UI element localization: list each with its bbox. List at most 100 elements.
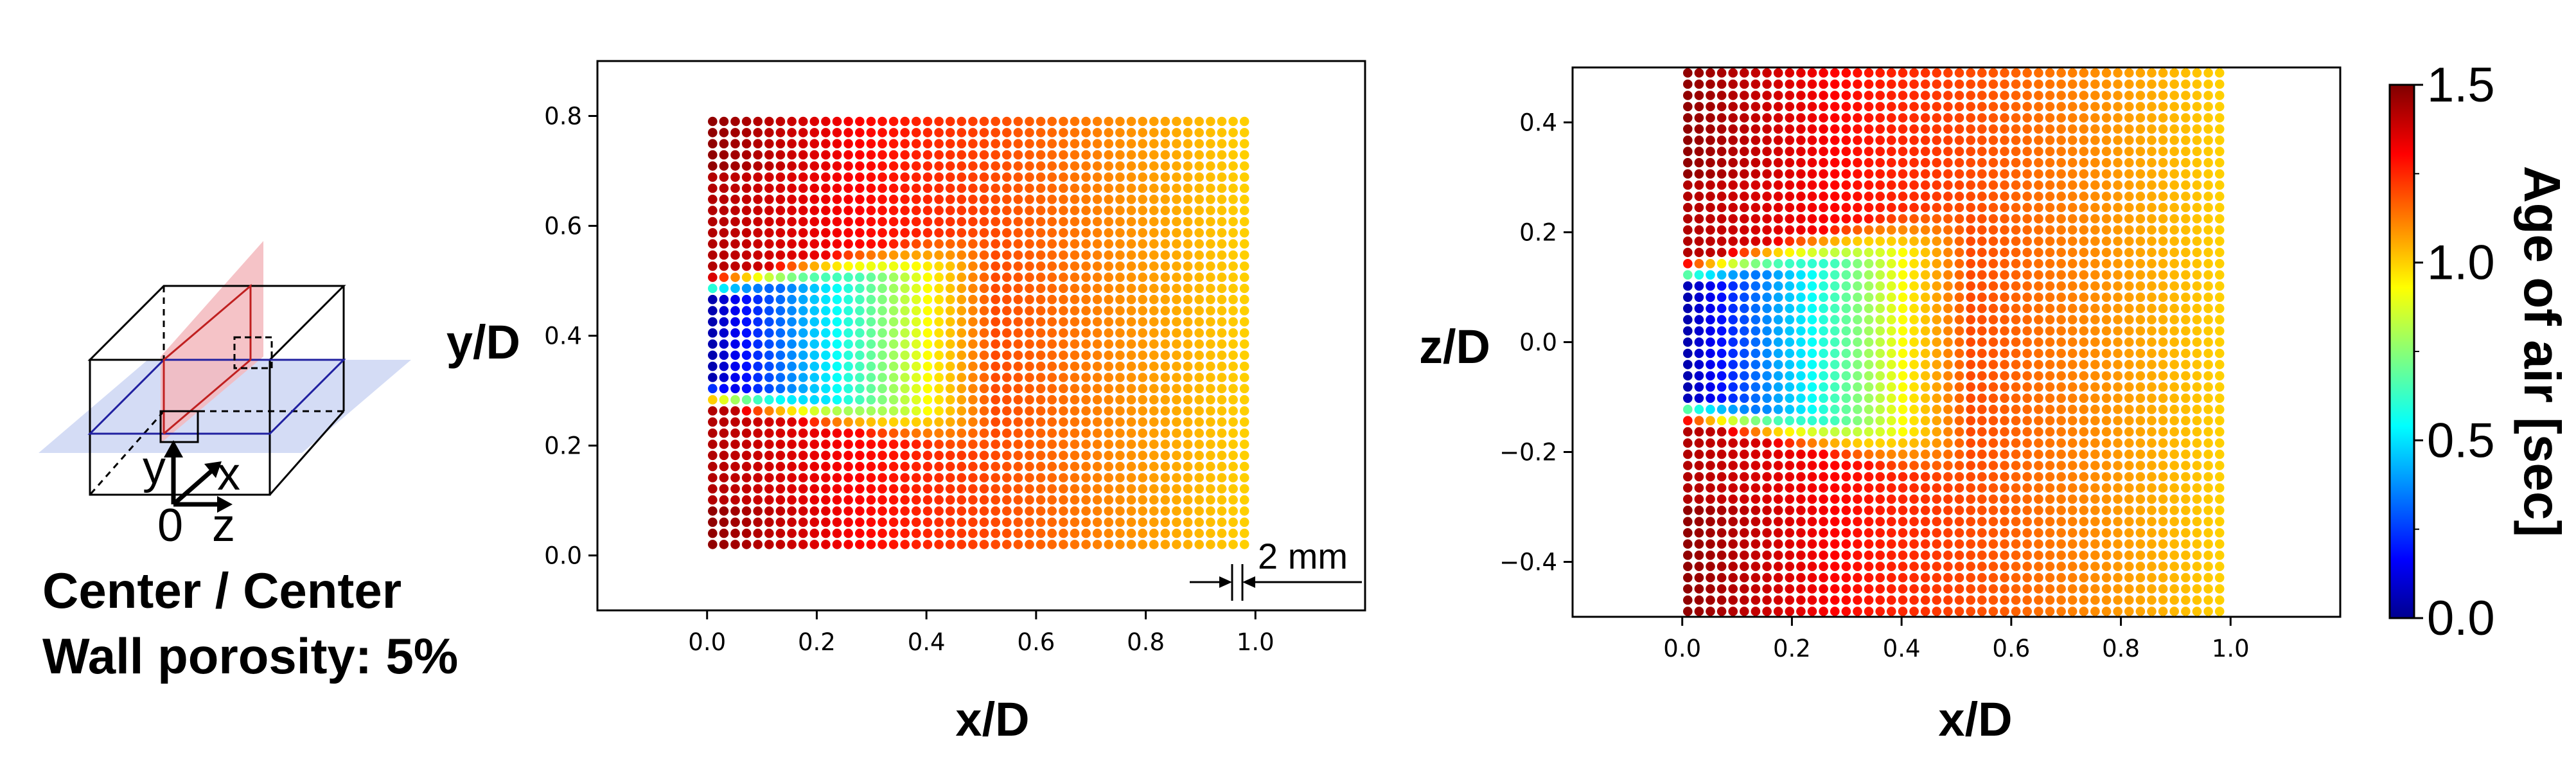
scatter-point (832, 317, 842, 327)
scatter-point (1807, 157, 1817, 168)
scatter-point (1954, 136, 1964, 145)
scatter-point (888, 139, 899, 148)
scatter-point (1194, 484, 1204, 494)
scatter-point (1160, 394, 1170, 405)
scatter-point (878, 294, 887, 305)
scatter-point (2090, 247, 2100, 258)
scatter-point (1149, 183, 1159, 193)
scatter-point (866, 172, 876, 182)
scatter-point (1706, 348, 1715, 359)
scatter-point (2135, 79, 2146, 89)
scatter-point (2192, 214, 2202, 224)
scatter-point (775, 473, 786, 483)
scatter-point (2113, 315, 2122, 324)
scatter-point (878, 406, 887, 416)
scatter-point (1047, 417, 1057, 427)
scatter-point (991, 206, 1000, 215)
scatter-point (968, 484, 978, 494)
scatter-point (1228, 495, 1238, 505)
scatter-point (708, 272, 718, 282)
scatter-point (2113, 360, 2122, 369)
scatter-point (741, 172, 752, 182)
scatter-point (2034, 393, 2043, 403)
scatter-point (1751, 382, 1761, 392)
scatter-point (1115, 217, 1125, 227)
scatter-point (2147, 562, 2157, 571)
scatter-point (2067, 517, 2078, 527)
scatter-point (1126, 217, 1136, 227)
scatter-point (821, 272, 831, 282)
scatter-point (1706, 79, 1715, 89)
scatter-point (2034, 169, 2043, 179)
colorbar-tick-label: 0.0 (2427, 591, 2495, 646)
scatter-point (1126, 261, 1136, 271)
scatter-point (866, 406, 876, 416)
scatter-point (1887, 259, 1896, 269)
scatter-point (2079, 449, 2089, 459)
scatter-point (1841, 102, 1851, 112)
scatter-point (798, 339, 808, 349)
scatter-point (719, 261, 729, 271)
scatter-point (1172, 339, 1181, 349)
scatter-point (741, 328, 752, 338)
scatter-point (1070, 150, 1080, 160)
scatter-point (1081, 328, 1091, 338)
scatter-point (2000, 157, 2009, 168)
scatter-point (741, 428, 752, 438)
scatter-point (2214, 528, 2225, 538)
scatter-point (2022, 202, 2032, 213)
scatter-point (1796, 360, 1806, 369)
scatter-point (1932, 326, 1942, 336)
scatter-point (764, 150, 774, 160)
scale-annotation-label: 2 mm (1258, 536, 1348, 576)
scatter-point (2158, 326, 2168, 336)
scatter-point (1785, 517, 1795, 527)
scatter-point (1807, 247, 1817, 258)
scatter-point (1853, 584, 1862, 594)
scatter-point (764, 484, 774, 494)
scatter-point (1864, 157, 1874, 168)
scatter-point (1966, 191, 1975, 201)
scatter-point (1059, 473, 1068, 483)
scatter-point (843, 540, 853, 549)
scatter-point (2181, 528, 2191, 538)
scatter-point (1898, 270, 1908, 280)
scatter-point (2011, 517, 2021, 527)
scatter-point (855, 450, 865, 461)
scatter-point (2056, 180, 2066, 190)
scatter-point (1706, 550, 1715, 560)
scatter-point (1966, 393, 1975, 403)
scatter-point (991, 150, 1000, 160)
scatter-point (1706, 494, 1715, 504)
scatter-point (1694, 102, 1704, 112)
scatter-point (1875, 404, 1885, 414)
scatter-point (979, 328, 989, 338)
scatter-point (1807, 595, 1817, 605)
scatter-point (2135, 214, 2146, 224)
scatter-point (719, 128, 729, 137)
scatter-point (1217, 183, 1227, 193)
scatter-point (1932, 136, 1942, 145)
scatter-point (2079, 146, 2089, 156)
scatter-point (1025, 228, 1034, 238)
scatter-point (1988, 236, 1998, 246)
scatter-point (1740, 348, 1749, 359)
x-axis-label: x/D (1938, 693, 2012, 746)
scatter-point (1740, 292, 1749, 303)
scatter-point (1126, 272, 1136, 282)
scatter-point (2181, 517, 2191, 527)
scatter-point (1194, 450, 1204, 461)
scatter-point (2056, 79, 2066, 89)
scatter-point (866, 283, 876, 294)
scatter-point (2045, 225, 2055, 235)
scatter-point (1036, 484, 1046, 494)
scatter-point (1728, 259, 1738, 269)
scatter-point (2022, 102, 2032, 112)
scatter-point (968, 417, 978, 427)
scatter-point (1149, 428, 1159, 438)
scatter-point (775, 228, 786, 238)
scatter-point (2113, 427, 2122, 437)
scatter-point (1070, 361, 1080, 371)
scatter-point (1898, 427, 1908, 437)
scatter-point (968, 540, 978, 549)
